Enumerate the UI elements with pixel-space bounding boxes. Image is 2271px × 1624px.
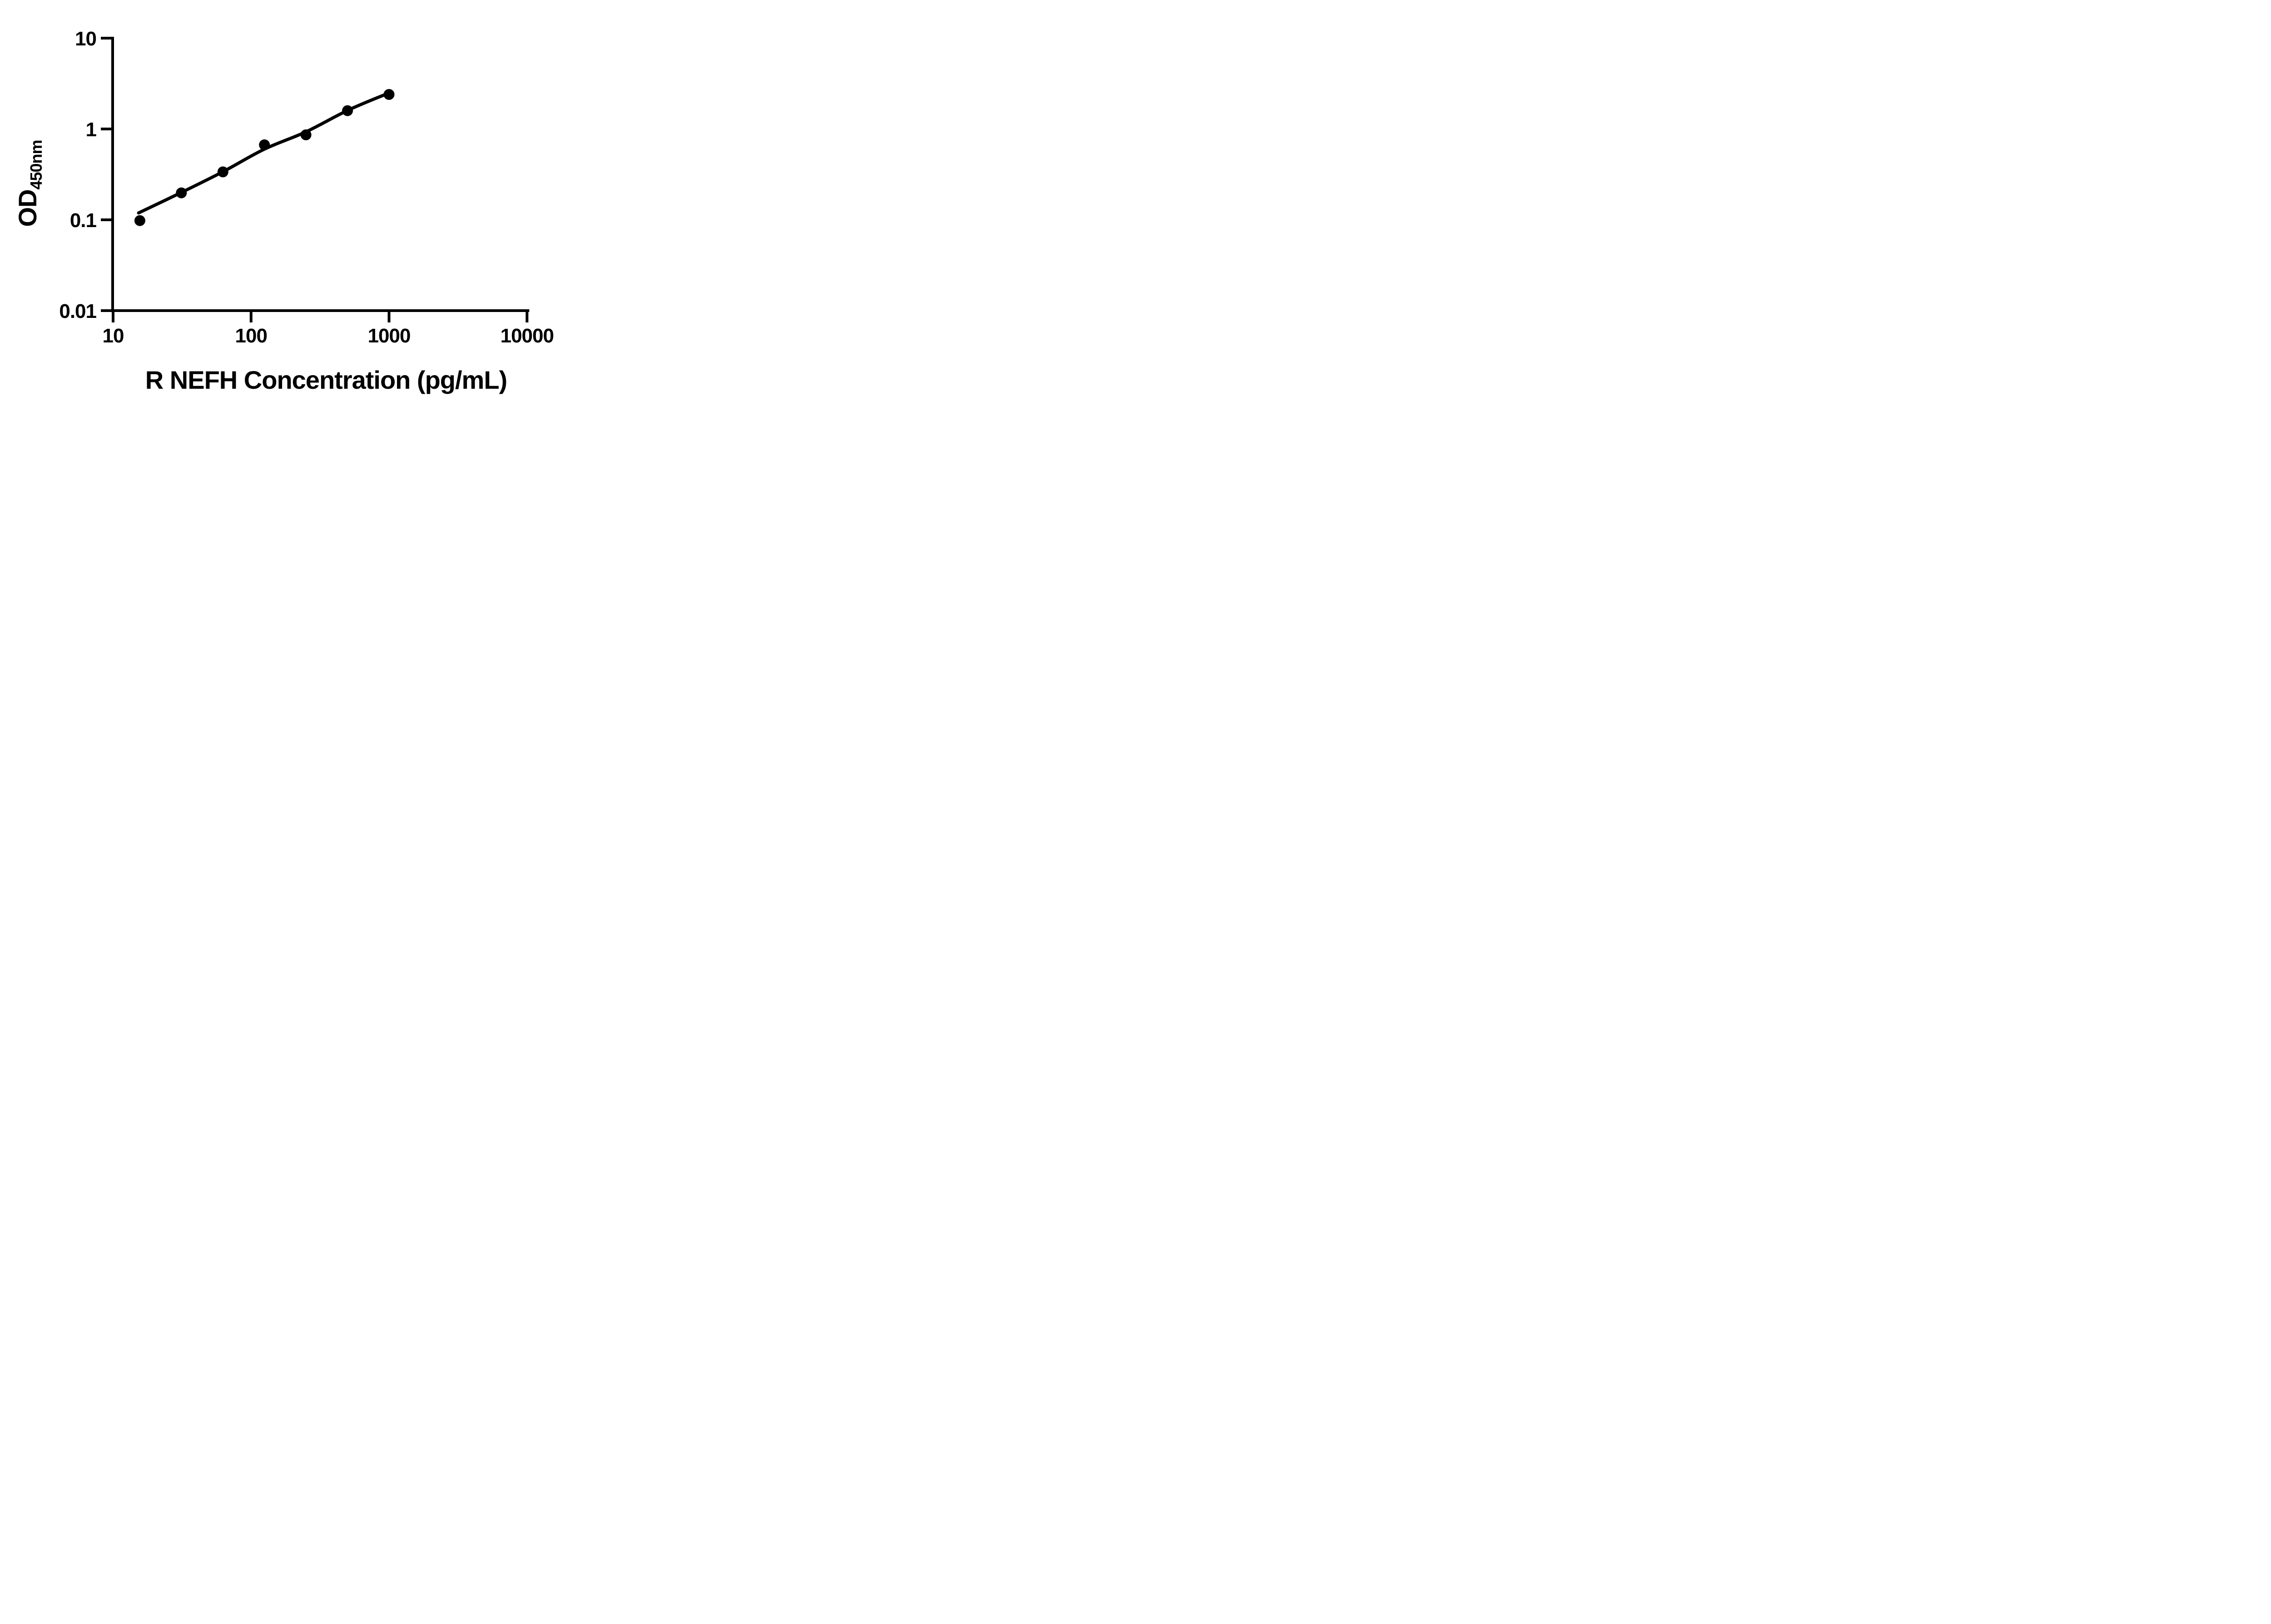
- standard-curve-chart: 10 1 0.1 0.01 10 100 1000 10000 R NEFH Concentr…: [13, 28, 554, 394]
- axes-layer: [111, 37, 530, 312]
- data-point: [300, 129, 312, 140]
- elisa-standard-curve-figure: 10 1 0.1 0.01 10 100 1000 10000 R NEFH Concentr…: [0, 0, 584, 406]
- data-point: [259, 139, 270, 150]
- data-point: [342, 105, 353, 116]
- x-tick-label: 100: [235, 325, 267, 347]
- y-tick-label: 0.1: [70, 209, 97, 232]
- x-tick-label: 10000: [501, 325, 554, 347]
- data-point: [217, 166, 228, 178]
- y-axis-title-subscript: 450nm: [27, 140, 45, 189]
- y-axis-title: OD450nm: [13, 140, 45, 227]
- y-tick-label: 10: [75, 28, 96, 50]
- x-tick-label: 10: [103, 325, 124, 347]
- y-tick-label: 1: [86, 119, 97, 141]
- series-layer: [134, 89, 395, 226]
- tick-label-layer: 10 1 0.1 0.01 10 100 1000 10000: [59, 28, 554, 347]
- tick-layer: [101, 37, 529, 322]
- data-point: [383, 89, 395, 100]
- data-point: [176, 187, 187, 198]
- y-tick-label: 0.01: [59, 300, 96, 322]
- data-point: [134, 215, 145, 226]
- x-axis-title: R NEFH Concentration (pg/mL): [145, 366, 507, 394]
- x-tick-label: 1000: [368, 325, 411, 347]
- y-axis-title-main: OD: [13, 190, 42, 227]
